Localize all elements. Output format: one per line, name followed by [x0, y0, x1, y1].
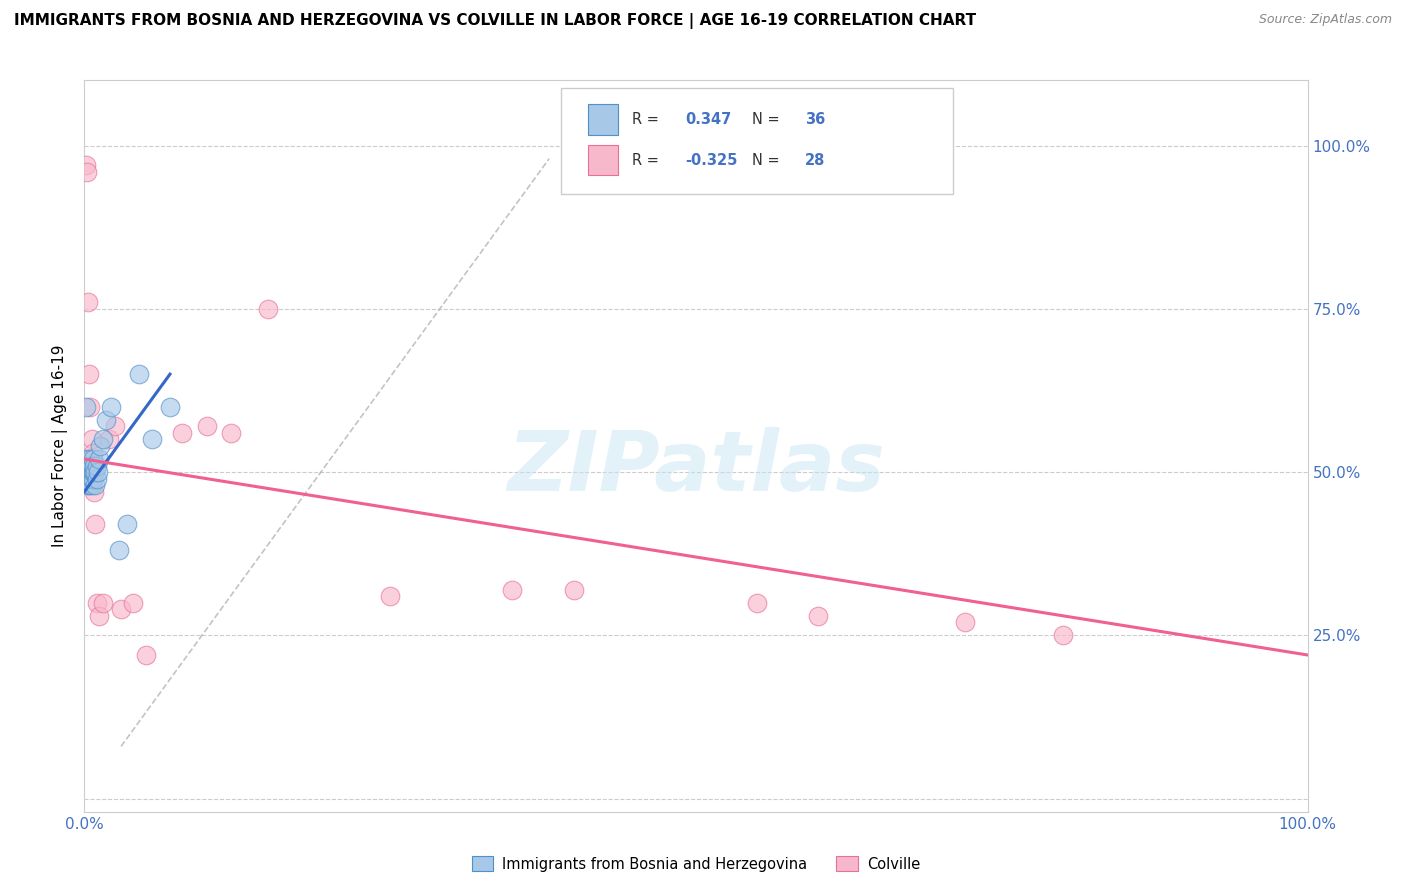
Point [96, 413, 118, 427]
Text: N =: N = [752, 153, 785, 168]
Point [195, 419, 218, 434]
Point [122, 596, 145, 610]
Point [86, 596, 108, 610]
Point [77, 367, 100, 381]
Point [87, 465, 110, 479]
Point [80, 478, 103, 492]
Point [107, 543, 129, 558]
Point [80, 458, 103, 473]
Text: 0.347: 0.347 [685, 112, 731, 128]
Text: 28: 28 [804, 153, 825, 168]
Point [97, 433, 120, 447]
Point [86, 458, 108, 473]
Point [82, 452, 104, 467]
Point [77, 465, 100, 479]
Point [84, 517, 107, 532]
Text: N =: N = [752, 112, 785, 128]
Point [89, 439, 111, 453]
Point [747, 596, 769, 610]
Bar [588, 104, 617, 136]
Point [110, 602, 132, 616]
Point [79, 400, 101, 414]
Point [1052, 628, 1074, 642]
Point [75, 158, 97, 172]
Point [82, 465, 104, 479]
Text: IMMIGRANTS FROM BOSNIA AND HERZEGOVINA VS COLVILLE IN LABOR FORCE | AGE 16-19 CO: IMMIGRANTS FROM BOSNIA AND HERZEGOVINA V… [14, 13, 976, 29]
Text: Source: ZipAtlas.com: Source: ZipAtlas.com [1258, 13, 1392, 27]
Point [257, 301, 280, 316]
Point [562, 582, 585, 597]
Point [380, 589, 402, 603]
Point [77, 478, 100, 492]
Point [80, 465, 103, 479]
Point [77, 458, 100, 473]
Text: -0.325: -0.325 [685, 153, 737, 168]
Point [83, 484, 105, 499]
Point [75, 400, 97, 414]
Point [79, 452, 101, 467]
Point [135, 648, 157, 662]
Point [77, 295, 100, 310]
Point [219, 425, 242, 440]
Point [76, 165, 98, 179]
Legend: Immigrants from Bosnia and Herzegovina, Colville: Immigrants from Bosnia and Herzegovina, … [465, 850, 927, 878]
Point [80, 472, 103, 486]
Point [79, 465, 101, 479]
Point [80, 433, 103, 447]
Point [91, 433, 114, 447]
Bar [588, 145, 617, 176]
Point [84, 465, 107, 479]
Point [83, 465, 105, 479]
Point [76, 452, 98, 467]
Point [86, 472, 108, 486]
Point [953, 615, 976, 630]
Point [502, 582, 524, 597]
Point [84, 478, 107, 492]
Point [77, 458, 100, 473]
Point [115, 517, 138, 532]
Point [104, 419, 127, 434]
Point [128, 367, 150, 381]
Text: R =: R = [633, 112, 664, 128]
Point [76, 465, 98, 479]
Text: 36: 36 [804, 112, 825, 128]
Point [83, 458, 105, 473]
Text: R =: R = [633, 153, 664, 168]
Point [91, 596, 114, 610]
Point [82, 472, 104, 486]
Point [141, 433, 163, 447]
Point [159, 400, 181, 414]
Text: ZIPatlas: ZIPatlas [508, 427, 884, 508]
Point [87, 608, 110, 623]
Point [79, 472, 101, 486]
FancyBboxPatch shape [561, 87, 953, 194]
Y-axis label: In Labor Force | Age 16-19: In Labor Force | Age 16-19 [52, 344, 69, 548]
Point [172, 425, 194, 440]
Point [77, 478, 100, 492]
Point [87, 452, 110, 467]
Point [807, 608, 830, 623]
Point [100, 400, 122, 414]
Point [82, 445, 104, 459]
Point [77, 465, 100, 479]
